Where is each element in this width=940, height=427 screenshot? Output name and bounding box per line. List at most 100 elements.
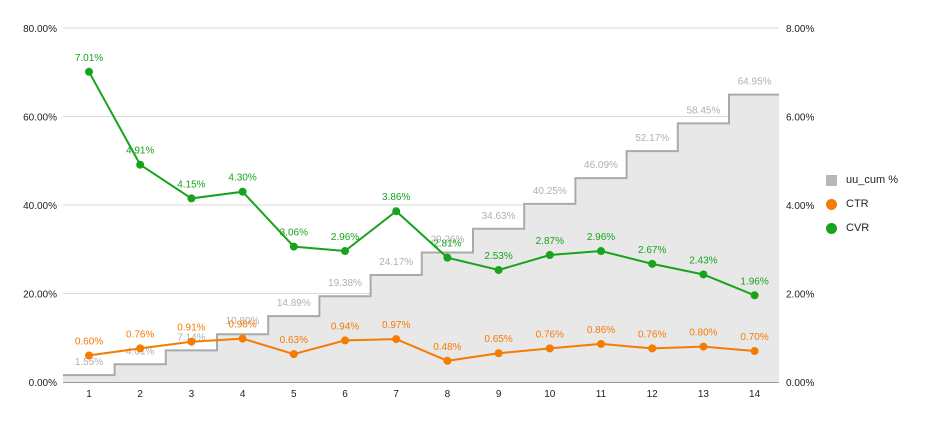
ctr-point — [136, 344, 145, 353]
ctr-point — [392, 335, 401, 344]
cvr-data-label: 7.01% — [75, 53, 103, 64]
uu-cum-data-label: 34.63% — [482, 211, 516, 222]
ctr-data-label: 0.76% — [638, 329, 666, 340]
uu-cum-data-label: 10.80% — [226, 316, 260, 327]
ctr-data-label: 0.65% — [484, 334, 512, 345]
legend-swatch-uu-cum — [826, 174, 837, 186]
cvr-point — [750, 291, 759, 300]
cvr-point — [392, 207, 401, 216]
ctr-data-label: 0.63% — [280, 335, 308, 346]
x-axis-tick-label: 10 — [544, 389, 556, 400]
legend: uu_cum % CTR CVR — [826, 168, 898, 240]
cvr-data-label: 4.91% — [126, 146, 154, 157]
cvr-data-label: 2.81% — [433, 239, 461, 250]
legend-label-cvr: CVR — [846, 222, 870, 234]
cvr-point — [597, 247, 605, 256]
cvr-point — [289, 242, 298, 251]
left-axis-tick-label: 0.00% — [29, 378, 57, 389]
ctr-data-label: 0.91% — [177, 323, 205, 334]
left-axis-tick-label: 60.00% — [23, 113, 57, 124]
ctr-point — [699, 342, 708, 351]
legend-item-ctr: CTR — [826, 192, 898, 216]
ctr-point — [85, 351, 93, 360]
x-axis-tick-label: 13 — [698, 389, 710, 400]
ctr-point — [443, 356, 452, 365]
ctr-point — [289, 350, 298, 359]
cvr-point — [341, 247, 349, 256]
legend-label-ctr: CTR — [846, 198, 869, 210]
ctr-data-label: 0.60% — [75, 336, 103, 347]
ctr-point — [341, 336, 349, 345]
cvr-line — [88, 71, 755, 297]
right-axis-tick-label: 0.00% — [786, 378, 814, 389]
ctr-point — [648, 344, 657, 353]
ctr-data-label: 0.76% — [126, 329, 154, 340]
x-axis-tick-label: 3 — [189, 389, 195, 400]
x-axis-tick-label: 4 — [240, 389, 246, 400]
cvr-data-label: 4.30% — [228, 173, 256, 184]
ctr-point — [750, 347, 759, 356]
uu-cum-data-label: 29.26% — [430, 235, 464, 246]
x-axis-tick-label: 6 — [342, 389, 348, 400]
uu-cum-data-label: 46.09% — [584, 160, 618, 171]
uu-cum-data-label: 1.55% — [75, 357, 103, 368]
x-axis-tick-label: 1 — [86, 389, 92, 400]
cvr-data-label: 1.96% — [740, 276, 768, 287]
cvr-data-label: 2.53% — [484, 251, 512, 262]
ctr-point — [494, 349, 503, 358]
ctr-data-label: 0.97% — [382, 320, 410, 331]
uu-cum-data-label: 14.89% — [277, 298, 311, 309]
x-axis-tick-label: 14 — [749, 389, 761, 400]
uu-cum-data-label: 64.95% — [738, 77, 772, 88]
legend-item-cvr: CVR — [826, 216, 898, 240]
x-axis-tick-label: 12 — [647, 389, 659, 400]
x-axis-tick-label: 7 — [393, 389, 399, 400]
cvr-point — [443, 253, 452, 262]
cvr-data-label: 2.96% — [331, 232, 359, 243]
uu-cum-data-label: 24.17% — [379, 257, 413, 268]
ctr-data-label: 0.86% — [587, 325, 615, 336]
cvr-point — [238, 187, 247, 196]
cvr-point — [545, 251, 554, 260]
x-axis-tick-label: 2 — [137, 389, 143, 400]
cvr-data-label: 3.06% — [280, 228, 308, 239]
ctr-data-label: 0.76% — [536, 329, 564, 340]
uu-cum-data-label: 19.38% — [328, 278, 362, 289]
right-axis-tick-label: 8.00% — [786, 24, 814, 35]
ctr-point — [597, 339, 605, 348]
x-axis-tick-label: 8 — [445, 389, 451, 400]
cvr-point — [136, 160, 145, 169]
cvr-point — [85, 67, 93, 76]
ctr-data-label: 0.80% — [689, 328, 717, 339]
ctr-data-label: 0.94% — [331, 321, 359, 332]
cvr-point — [699, 270, 708, 279]
ctr-point — [545, 344, 554, 353]
right-axis-tick-label: 4.00% — [786, 201, 814, 212]
cvr-data-label: 3.86% — [382, 192, 410, 203]
cvr-data-label: 4.15% — [177, 179, 205, 190]
legend-swatch-ctr — [826, 198, 837, 210]
uu-cum-data-label: 40.25% — [533, 186, 567, 197]
uu-cum-data-label: 52.17% — [635, 133, 669, 144]
x-axis-tick-label: 11 — [596, 389, 607, 400]
uu-cum-area-fill — [63, 94, 779, 382]
right-axis-tick-label: 2.00% — [786, 290, 814, 301]
cvr-point — [648, 259, 657, 268]
cvr-point — [187, 194, 196, 203]
legend-item-uu-cum: uu_cum % — [826, 168, 898, 192]
left-axis-tick-label: 20.00% — [23, 290, 57, 301]
ctr-line — [88, 337, 755, 362]
ctr-data-label: 0.70% — [740, 332, 768, 343]
cvr-point — [494, 266, 503, 275]
x-axis-tick-label: 9 — [496, 389, 502, 400]
x-axis-tick-label: 5 — [291, 389, 297, 400]
uu-cum-data-label: 58.45% — [686, 105, 720, 116]
legend-swatch-cvr — [826, 222, 837, 234]
ctr-data-label: 0.98% — [228, 320, 256, 331]
cvr-data-label: 2.96% — [587, 232, 615, 243]
ctr-data-label: 0.48% — [433, 342, 461, 353]
legend-label-uu-cum: uu_cum % — [846, 174, 898, 186]
cvr-data-label: 2.67% — [638, 245, 666, 256]
